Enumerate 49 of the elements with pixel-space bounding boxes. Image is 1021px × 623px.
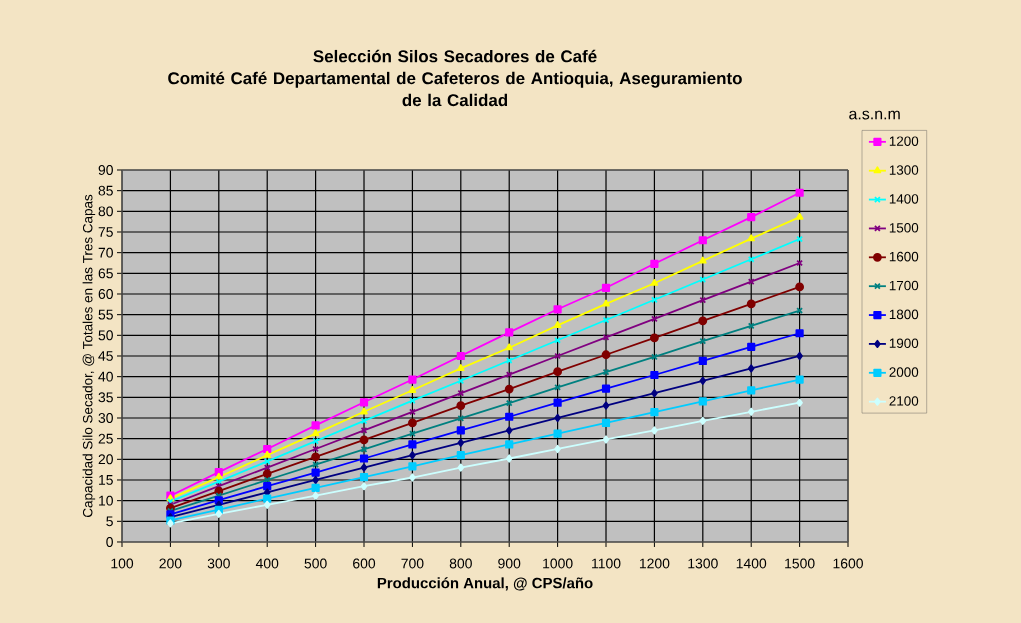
x-tick-label: 300 [207, 558, 230, 569]
y-axis-title: Capacidad Silo Secador, @ Totales en las Tres Capas [82, 194, 96, 518]
y-tick-label: 0 [106, 537, 113, 547]
y-tick-label: 90 [98, 165, 113, 175]
legend-label: 2000 [889, 367, 919, 377]
y-tick-label: 25 [98, 433, 113, 444]
legend-title: a.s.n.m [849, 110, 900, 120]
x-tick-label: 100 [111, 558, 134, 569]
y-tick-label: 80 [98, 206, 113, 217]
legend-label: 1600 [889, 251, 919, 262]
legend-label: 1200 [889, 136, 919, 146]
legend-label: 1500 [889, 223, 919, 233]
y-tick-label: 40 [98, 371, 113, 382]
chart-title: Selección Silos Secadores de Café Comité Café Departamental de Cafeteros de Antioquia, Aseguramiento de la Calidad [168, 49, 742, 107]
x-axis-title: Producción Anual, @ CPS/año [377, 577, 593, 591]
y-tick-label: 35 [98, 392, 113, 403]
y-tick-label: 85 [98, 185, 113, 196]
legend-label: 1900 [889, 338, 919, 348]
x-tick-label: 800 [449, 558, 472, 569]
y-tick-label: 50 [98, 330, 113, 341]
x-tick-label: 1300 [688, 558, 718, 569]
y-tick-label: 20 [98, 454, 113, 465]
y-tick-label: 30 [98, 413, 113, 423]
y-tick-label: 15 [99, 475, 113, 485]
y-tick-label: 10 [99, 495, 113, 506]
x-tick-label: 1200 [639, 558, 670, 569]
x-tick-label: 1000 [543, 558, 573, 569]
x-tick-label: 1100 [592, 558, 621, 569]
x-tick-label: 200 [159, 558, 182, 569]
y-tick-label: 45 [98, 351, 113, 361]
y-tick-label: 65 [98, 268, 113, 279]
legend-label: 1700 [889, 280, 919, 291]
x-tick-label: 1500 [785, 558, 815, 569]
legend-label: 1300 [889, 165, 919, 175]
y-tick-label: 70 [98, 247, 113, 258]
x-tick-label: 500 [304, 558, 327, 569]
legend-label: 1400 [889, 194, 919, 204]
y-tick-label: 5 [106, 516, 113, 527]
x-tick-label: 600 [353, 558, 376, 569]
x-tick-label: 400 [255, 558, 279, 569]
x-tick-label: 700 [401, 558, 424, 569]
legend-label: 2100 [889, 396, 919, 406]
y-tick-label: 75 [98, 227, 113, 237]
legend-label: 1800 [889, 309, 919, 320]
y-tick-label: 55 [98, 309, 113, 320]
x-tick-label: 900 [498, 558, 521, 569]
x-tick-label: 1400 [736, 558, 767, 569]
x-tick-label: 1600 [833, 558, 863, 569]
y-tick-label: 60 [98, 289, 113, 299]
